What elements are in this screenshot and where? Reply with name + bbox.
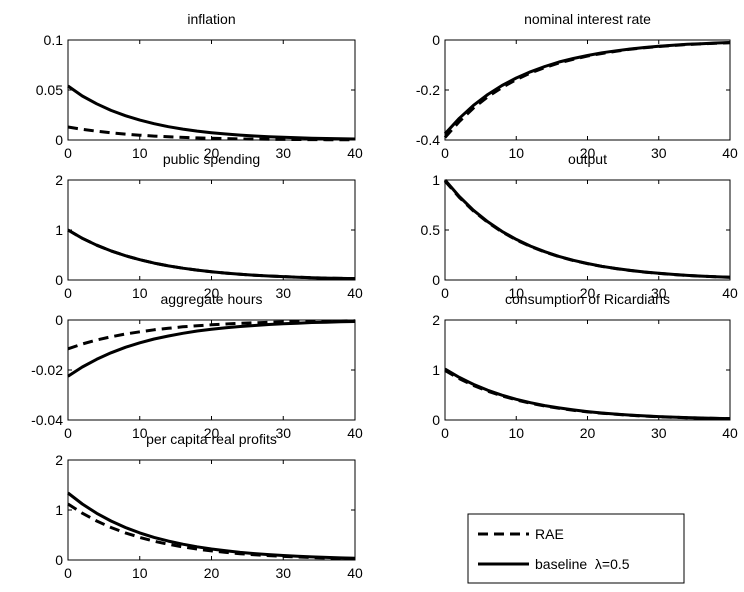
x-tick-label: 30 (275, 425, 291, 441)
y-tick-label: -0.2 (416, 82, 440, 98)
axes-frame (67, 459, 356, 561)
y-tick-label: 0 (432, 412, 440, 428)
x-tick-label: 0 (64, 565, 72, 581)
legend-box (467, 513, 685, 584)
series-line-rae (67, 125, 355, 142)
x-tick-label: 0 (64, 285, 72, 301)
subplot-title: nominal interest rate (524, 11, 651, 27)
x-tick-label: 10 (508, 425, 524, 441)
subplot-title: per capita real profits (146, 431, 277, 447)
subplot-title: aggregate hours (161, 291, 263, 307)
x-tick-label: 30 (275, 285, 291, 301)
x-tick-label: 30 (275, 145, 291, 161)
series-line-baseline (67, 228, 356, 281)
legend: RAE baseline λ=0.5 (467, 513, 685, 584)
x-tick-label: 40 (722, 145, 738, 161)
x-tick-label: 0 (64, 425, 72, 441)
x-tick-label: 10 (132, 425, 148, 441)
series-line-rae (67, 319, 356, 351)
y-tick-label: 0 (55, 132, 63, 148)
subplot-5: aggregate hours 0 10 20 30 40 -0.04 -0.02 0 (31, 291, 363, 441)
y-tick-label: 0.05 (36, 82, 63, 98)
x-tick-label: 20 (580, 285, 596, 301)
legend-label-baseline: baseline λ=0.5 (535, 556, 630, 572)
series-line-baseline (444, 367, 731, 421)
x-tick-label: 30 (275, 565, 291, 581)
series-line-baseline (443, 179, 731, 279)
subplot-title: public spending (163, 151, 260, 167)
axes-frame (67, 319, 356, 421)
subplot-3: public spending 0 10 20 30 40 0 1 2 (55, 151, 363, 301)
axes-frame (67, 179, 356, 281)
series-line-baseline (67, 491, 356, 560)
x-tick-label: 40 (347, 425, 363, 441)
x-tick-label: 40 (347, 145, 363, 161)
y-tick-label: 0 (55, 552, 63, 568)
x-tick-label: 40 (347, 565, 363, 581)
x-tick-label: 30 (651, 425, 667, 441)
x-tick-label: 40 (347, 285, 363, 301)
y-tick-label: 0 (432, 272, 440, 288)
y-tick-label: 1 (432, 362, 440, 378)
y-tick-label: 0.5 (421, 222, 441, 238)
y-tick-label: -0.02 (31, 362, 63, 378)
y-tick-label: 2 (55, 452, 63, 468)
series-line-baseline (67, 320, 356, 378)
y-tick-label: 1 (432, 172, 440, 188)
y-tick-label: 1 (55, 502, 63, 518)
legend-label-rae: RAE (535, 526, 564, 542)
x-tick-label: 0 (441, 285, 449, 301)
series-line-baseline (67, 84, 356, 141)
axes-frame (444, 319, 731, 421)
x-tick-label: 20 (204, 285, 220, 301)
x-tick-label: 0 (441, 145, 449, 161)
x-tick-label: 20 (580, 145, 596, 161)
subplot-4: output 0 10 20 30 40 0 0.5 1 (421, 151, 738, 301)
x-tick-label: 30 (651, 145, 667, 161)
y-tick-label: -0.4 (416, 132, 440, 148)
x-tick-label: 0 (441, 425, 449, 441)
x-tick-label: 20 (204, 565, 220, 581)
y-tick-label: -0.04 (31, 412, 63, 428)
y-tick-label: 0 (432, 32, 440, 48)
x-tick-label: 40 (722, 285, 738, 301)
x-tick-label: 40 (722, 425, 738, 441)
subplot-2: nominal interest rate 0 10 20 30 40 -0.4 -0.2 0 (416, 11, 738, 161)
y-tick-label: 1 (55, 222, 63, 238)
y-tick-label: 0.1 (44, 32, 64, 48)
y-tick-label: 2 (432, 312, 440, 328)
x-tick-label: 10 (508, 285, 524, 301)
x-tick-label: 20 (204, 145, 220, 161)
series-line-baseline (443, 41, 731, 135)
subplot-6: consumption of Ricardians 0 10 20 30 40 0 1 2 (432, 291, 738, 441)
subplot-7: per capita real profits 0 10 20 30 40 0 1 2 (55, 431, 363, 581)
axes-frame (67, 39, 356, 141)
subplot-1: inflation 0 10 20 30 40 0 0.05 0.1 (36, 11, 363, 161)
x-tick-label: 10 (508, 145, 524, 161)
x-tick-label: 10 (132, 565, 148, 581)
y-tick-label: 0 (55, 312, 63, 328)
y-tick-label: 0 (55, 272, 63, 288)
x-tick-label: 20 (580, 425, 596, 441)
x-tick-label: 10 (132, 285, 148, 301)
x-tick-label: 0 (64, 145, 72, 161)
subplot-title: inflation (187, 11, 235, 27)
x-tick-label: 20 (204, 425, 220, 441)
subplot-title: consumption of Ricardians (505, 291, 670, 307)
y-tick-label: 2 (55, 172, 63, 188)
x-tick-label: 30 (651, 285, 667, 301)
subplot-title: output (568, 151, 607, 167)
x-tick-label: 10 (132, 145, 148, 161)
